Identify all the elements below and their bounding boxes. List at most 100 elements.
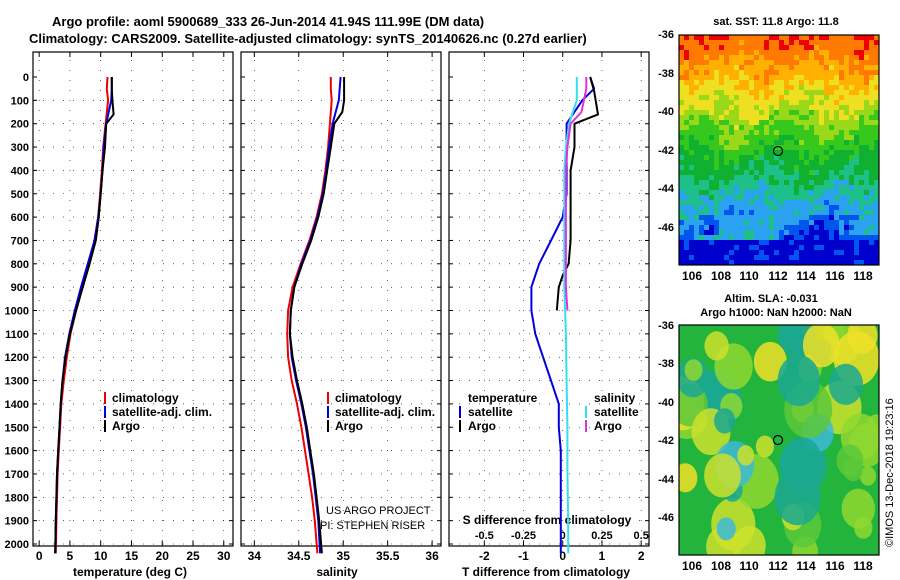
sst-cell [784,170,790,176]
sst-cell [844,145,850,151]
sst-cell [859,35,865,41]
sst-cell [734,190,740,196]
sst-cell [759,90,765,96]
sst-cell [779,70,785,76]
sst-cell [829,160,835,166]
sst-cell [809,200,815,206]
sst-cell [699,170,705,176]
sst-cell [764,220,770,226]
sst-cell [844,250,850,256]
sla-blob [684,359,703,381]
sst-cell [864,245,870,251]
sst-cell [759,80,765,86]
sst-cell [749,195,755,201]
sst-cell [729,50,735,56]
sst-cell [769,135,775,141]
sst-cell [714,80,720,86]
sst-cell [864,235,870,241]
sst-cell [839,225,845,231]
sst-cell [769,250,775,256]
sst-cell [864,50,870,56]
sst-cell [844,235,850,241]
sst-cell [834,125,840,131]
sst-cell [689,235,695,241]
sst-cell [804,235,810,241]
sst-cell [849,105,855,111]
sst-cell [839,260,845,266]
sst-cell [859,145,865,151]
sst-cell [769,55,775,61]
sst-cell [844,70,850,76]
sst-cell [809,230,815,236]
sst-cell [734,110,740,116]
sst-cell [749,75,755,81]
sst-cell [829,210,835,216]
sst-cell [849,50,855,56]
sst-cell [784,105,790,111]
sst-cell [794,90,800,96]
sst-cell [734,165,740,171]
sst-cell [699,205,705,211]
sst-cell [789,205,795,211]
sst-cell [744,70,750,76]
sst-cell [859,230,865,236]
sst-cell [719,60,725,66]
sst-cell [784,260,790,266]
sst-cell [734,150,740,156]
sst-cell [704,200,710,206]
sst-cell [749,35,755,41]
sst-cell [739,50,745,56]
sst-cell [759,135,765,141]
sst-cell [744,260,750,266]
sst-cell [844,170,850,176]
sst-cell [714,225,720,231]
sst-cell [854,205,860,211]
sst-cell [799,200,805,206]
sst-cell [764,85,770,91]
sst-cell [864,180,870,186]
sst-cell [809,120,815,126]
sst-cell [734,65,740,71]
sst-cell [789,60,795,66]
sst-cell [809,70,815,76]
sst-cell [724,125,730,131]
sst-cell [714,60,720,66]
sst-cell [704,130,710,136]
sst-cell [744,90,750,96]
sst-cell [724,140,730,146]
sst-cell [854,90,860,96]
sst-cell [749,205,755,211]
sst-cell [819,230,825,236]
sst-cell [774,55,780,61]
sst-cell [709,225,715,231]
sst-cell [724,70,730,76]
sst-cell [744,255,750,261]
sst-cell [754,60,760,66]
sst-cell [779,60,785,66]
sst-cell [829,245,835,251]
sst-cell [819,200,825,206]
sst-cell [739,60,745,66]
sst-cell [859,75,865,81]
sst-cell [679,220,685,226]
sst-cell [759,110,765,116]
sst-cell [854,50,860,56]
sst-cell [849,195,855,201]
sst-cell [734,55,740,61]
sst-cell [784,135,790,141]
sst-cell [764,55,770,61]
sst-cell [739,85,745,91]
sst-cell [724,150,730,156]
sst-cell [834,95,840,101]
sst-cell [699,200,705,206]
sst-cell [864,260,870,266]
sst-cell [784,250,790,256]
sst-cell [769,180,775,186]
sst-cell [689,255,695,261]
sst-cell [839,55,845,61]
lat-tick: -40 [658,106,674,118]
sst-cell [839,35,845,41]
sst-cell [769,240,775,246]
sst-cell [794,45,800,51]
sst-cell [734,205,740,211]
